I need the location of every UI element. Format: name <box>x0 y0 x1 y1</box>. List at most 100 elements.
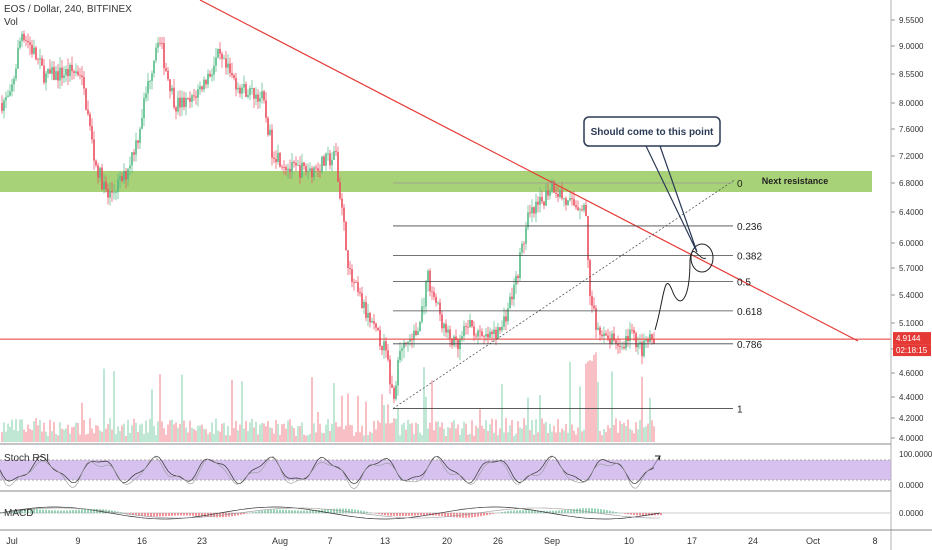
macd-histogram-bar <box>9 511 11 513</box>
price-tick-label: 6.8000 <box>899 179 924 188</box>
volume-bar <box>347 393 349 442</box>
macd-histogram-bar <box>435 513 437 516</box>
volume-bar <box>229 435 231 442</box>
volume-bar <box>71 427 73 442</box>
volume-bar <box>573 430 575 442</box>
candle-body <box>483 335 485 337</box>
candle-body <box>45 73 47 83</box>
candle-body <box>297 165 299 167</box>
volume-bar <box>637 429 639 442</box>
macd-histogram-bar <box>588 508 590 513</box>
volume-bar <box>123 423 125 442</box>
price-tick-label: 9.0000 <box>899 42 924 51</box>
volume-bar <box>95 425 97 442</box>
macd-histogram-bar <box>312 510 314 513</box>
candle-body <box>525 227 527 244</box>
candle-body <box>337 151 339 182</box>
volume-bar <box>615 418 617 442</box>
macd-histogram-bar <box>657 513 659 516</box>
candle-body <box>543 201 545 206</box>
candle-body <box>285 167 287 171</box>
macd-histogram-bar <box>270 509 272 513</box>
volume-bar <box>299 426 301 442</box>
target-circle <box>690 243 714 273</box>
macd-histogram-bar <box>90 508 92 513</box>
macd-histogram-bar <box>534 510 536 513</box>
macd-histogram-bar <box>363 511 365 513</box>
candle-body <box>365 301 367 318</box>
macd-histogram-bar <box>282 509 284 513</box>
macd-histogram-bar <box>240 513 242 515</box>
macd-histogram-bar <box>603 509 605 513</box>
candle-body <box>485 334 487 337</box>
candle-body <box>447 329 449 333</box>
candle-body <box>105 181 107 190</box>
volume-bar <box>383 405 385 442</box>
volume-bar <box>75 422 77 442</box>
volume-bar <box>203 428 205 442</box>
countdown-label: 02:18:15 <box>896 346 928 355</box>
candle-body <box>217 48 219 58</box>
candle-body <box>295 162 297 166</box>
candle-body <box>175 107 177 112</box>
macd-histogram-bar <box>51 510 53 513</box>
candle-body <box>203 79 205 90</box>
time-tick-label: Aug <box>272 536 288 546</box>
candle-body <box>533 207 535 214</box>
macd-histogram-bar <box>540 510 542 513</box>
volume-bar <box>77 422 79 442</box>
candle-body <box>527 212 529 228</box>
candle-body <box>165 68 167 71</box>
candle-body <box>557 193 559 197</box>
macd-histogram-bar <box>354 509 356 513</box>
candle-body <box>585 204 587 217</box>
volume-bar <box>459 434 461 442</box>
candle-body <box>443 323 445 329</box>
candle-body <box>627 335 629 341</box>
volume-bar <box>59 422 61 442</box>
volume-bar <box>3 422 5 442</box>
macd-histogram-bar <box>252 512 254 513</box>
candle-body <box>273 157 275 159</box>
stoch-band <box>0 460 891 480</box>
macd-histogram-bar <box>480 513 482 517</box>
macd-histogram-bar <box>399 513 401 517</box>
volume-bar <box>151 389 153 442</box>
candle-body <box>107 189 109 198</box>
volume-bar <box>89 418 91 442</box>
volume-bar <box>275 419 277 442</box>
macd-histogram-bar <box>402 513 404 517</box>
candle-body <box>23 33 25 41</box>
volume-bar <box>147 432 149 442</box>
candle-body <box>321 156 323 172</box>
candle-body <box>263 91 265 101</box>
volume-bar <box>583 429 585 442</box>
macd-histogram-bar <box>162 513 164 517</box>
candle-body <box>503 316 505 327</box>
volume-bar <box>131 425 133 442</box>
volume-bar <box>163 428 165 442</box>
volume-bar <box>387 404 389 442</box>
candle-body <box>353 281 355 283</box>
volume-bar <box>571 424 573 442</box>
candle-body <box>221 53 223 59</box>
candle-body <box>161 43 163 44</box>
candle-body <box>13 78 15 85</box>
volume-bar <box>117 426 119 442</box>
volume-bar <box>545 421 547 442</box>
volume-bar <box>611 371 613 442</box>
candle-body <box>615 340 617 344</box>
volume-bar <box>407 419 409 442</box>
volume-bar <box>635 422 637 442</box>
candle-body <box>493 329 495 335</box>
volume-bar <box>145 420 147 442</box>
candle-body <box>607 335 609 339</box>
time-tick-label: 13 <box>380 536 390 546</box>
candle-body <box>433 291 435 297</box>
candle-body <box>621 346 623 348</box>
candle-body <box>487 334 489 338</box>
volume-bar <box>303 434 305 442</box>
macd-histogram-bar <box>483 513 485 516</box>
macd-histogram-bar <box>129 513 131 515</box>
